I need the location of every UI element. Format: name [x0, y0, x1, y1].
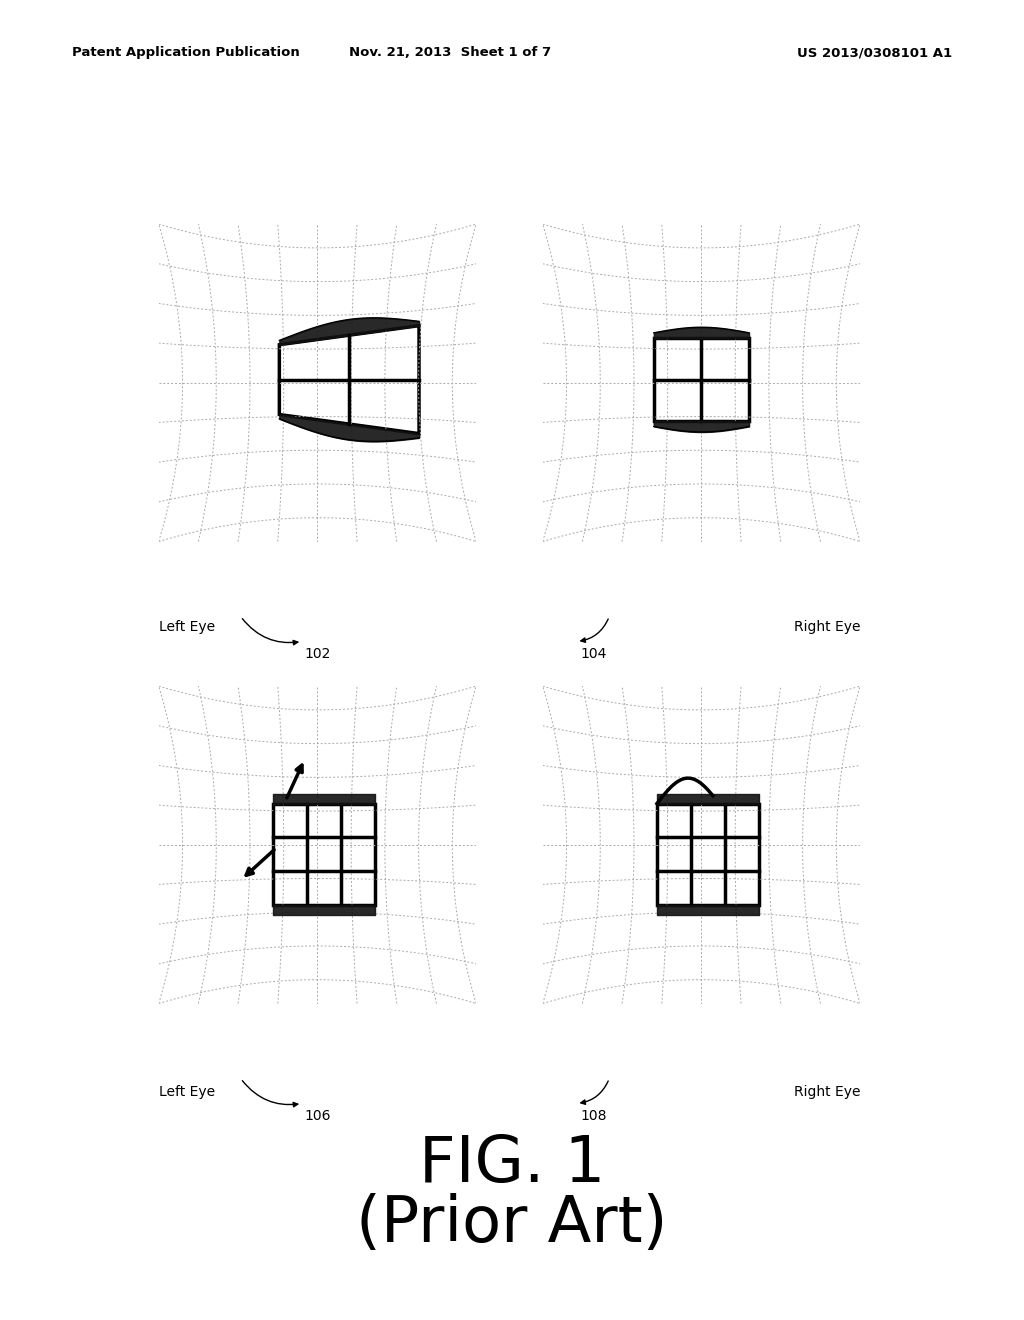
Text: Nov. 21, 2013  Sheet 1 of 7: Nov. 21, 2013 Sheet 1 of 7	[349, 46, 552, 59]
Text: 104: 104	[581, 647, 607, 661]
Text: Patent Application Publication: Patent Application Publication	[72, 46, 299, 59]
Text: Right Eye: Right Eye	[794, 620, 860, 635]
Text: (Prior Art): (Prior Art)	[356, 1193, 668, 1254]
Bar	[657, 804, 759, 906]
Text: US 2013/0308101 A1: US 2013/0308101 A1	[798, 46, 952, 59]
Bar	[273, 804, 375, 906]
Text: 108: 108	[581, 1109, 607, 1123]
Text: 106: 106	[304, 1109, 331, 1123]
Text: Left Eye: Left Eye	[159, 620, 215, 635]
Text: 102: 102	[304, 647, 331, 661]
Text: Left Eye: Left Eye	[159, 1085, 215, 1100]
Bar	[654, 338, 750, 421]
Text: FIG. 1: FIG. 1	[419, 1134, 605, 1195]
Text: Right Eye: Right Eye	[794, 1085, 860, 1100]
